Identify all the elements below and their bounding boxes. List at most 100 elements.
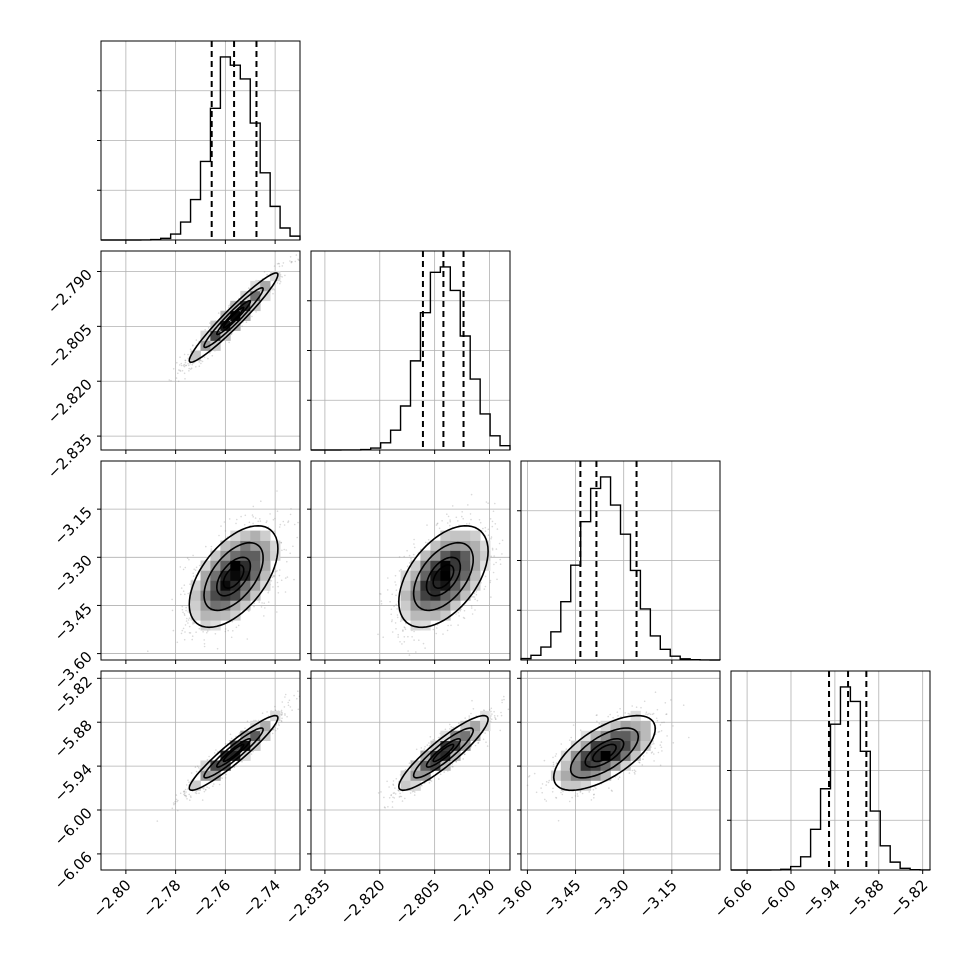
scatter-point <box>185 795 187 798</box>
scatter-point <box>286 560 288 563</box>
density-cell <box>250 530 261 541</box>
scatter-point <box>420 548 422 551</box>
panel-frame <box>730 670 931 871</box>
scatter-point <box>278 724 280 727</box>
scatter-point <box>273 288 276 291</box>
scatter-point <box>435 524 438 526</box>
scatter-point <box>293 694 295 697</box>
scatter-point <box>413 543 415 545</box>
scatter-point <box>277 723 280 725</box>
scatter-point <box>198 564 201 567</box>
scatter-point <box>273 575 275 578</box>
scatter-point <box>263 602 266 604</box>
scatter-point <box>225 773 227 776</box>
scatter-point <box>442 633 444 635</box>
scatter-point <box>185 609 187 612</box>
scatter-point <box>276 570 278 572</box>
scatter-point <box>391 593 394 596</box>
density-cell <box>250 590 261 601</box>
scatter-point <box>391 620 393 623</box>
scatter-point <box>280 579 283 582</box>
density-cell <box>220 610 231 621</box>
scatter-point <box>289 260 291 262</box>
scatter-point <box>472 596 475 598</box>
scatter-point <box>404 627 406 629</box>
scatter-point <box>177 799 179 802</box>
scatter-point <box>296 697 298 700</box>
density-contour-2 <box>215 299 252 336</box>
scatter-point <box>185 791 187 793</box>
scatter-point <box>259 518 261 520</box>
scatter-point <box>278 574 281 577</box>
scatter-point <box>271 576 274 579</box>
histogram-line <box>520 476 721 661</box>
scatter-point <box>297 690 299 692</box>
scatter-point <box>380 603 383 605</box>
scatter-point <box>471 613 474 615</box>
scatter-point <box>273 265 276 267</box>
scatter-point <box>275 570 277 573</box>
scatter-point <box>267 591 270 594</box>
scatter-point <box>489 579 492 582</box>
scatter-point <box>237 624 240 627</box>
scatter-point <box>274 705 276 708</box>
scatter-point <box>224 777 227 779</box>
panel-frame <box>100 460 301 661</box>
scatter-point <box>252 505 255 508</box>
scatter-point <box>474 598 476 600</box>
scatter-point <box>411 636 413 638</box>
scatter-point <box>245 321 248 324</box>
scatter-point <box>447 515 450 518</box>
density-cell <box>190 580 201 591</box>
scatter-point <box>188 625 191 628</box>
scatter-point <box>174 800 176 803</box>
scatter-point <box>406 565 409 568</box>
scatter-point <box>484 530 487 532</box>
scatter-point <box>293 578 295 581</box>
scatter-point <box>397 633 400 636</box>
scatter-point <box>180 587 183 589</box>
scatter-point <box>272 287 274 290</box>
scatter-point <box>278 526 281 528</box>
density-cell <box>260 570 271 581</box>
scatter-point <box>261 712 264 714</box>
scatter-point <box>427 539 430 541</box>
panel-frame <box>310 460 511 661</box>
scatter-point <box>171 598 173 601</box>
scatter-point <box>287 704 290 707</box>
scatter-point <box>227 306 230 309</box>
scatter-point <box>398 556 401 558</box>
scatter-point <box>251 315 253 318</box>
scatter-point <box>395 594 397 597</box>
scatter-point <box>204 328 206 331</box>
scatter-point <box>272 728 275 730</box>
scatter-point <box>462 616 465 619</box>
scatter-point <box>273 530 276 532</box>
scatter-point <box>179 364 181 366</box>
scatter-point <box>205 545 207 548</box>
scatter-point <box>243 524 246 526</box>
scatter-point <box>196 765 199 768</box>
density-cell <box>470 530 481 541</box>
panel-frame <box>520 460 721 661</box>
scatter-point <box>483 588 486 590</box>
scatter-point <box>255 311 257 313</box>
scatter-point <box>394 622 397 624</box>
scatter-point <box>386 589 389 591</box>
scatter-point <box>294 260 297 263</box>
scatter-point <box>188 617 191 619</box>
scatter-point <box>487 534 490 536</box>
histogram-panel-1 <box>307 250 511 451</box>
scatter-point <box>259 520 262 522</box>
scatter-point <box>203 639 205 641</box>
scatter-point <box>407 635 409 638</box>
scatter-point <box>469 513 472 515</box>
density-cell <box>460 590 471 601</box>
scatter-point <box>187 619 190 621</box>
histogram-line <box>731 686 931 871</box>
scatter-point <box>195 631 197 633</box>
scatter-point <box>450 624 452 627</box>
scatter-point <box>395 584 397 586</box>
scatter-point <box>406 661 408 663</box>
density-contour-2 <box>215 556 252 597</box>
